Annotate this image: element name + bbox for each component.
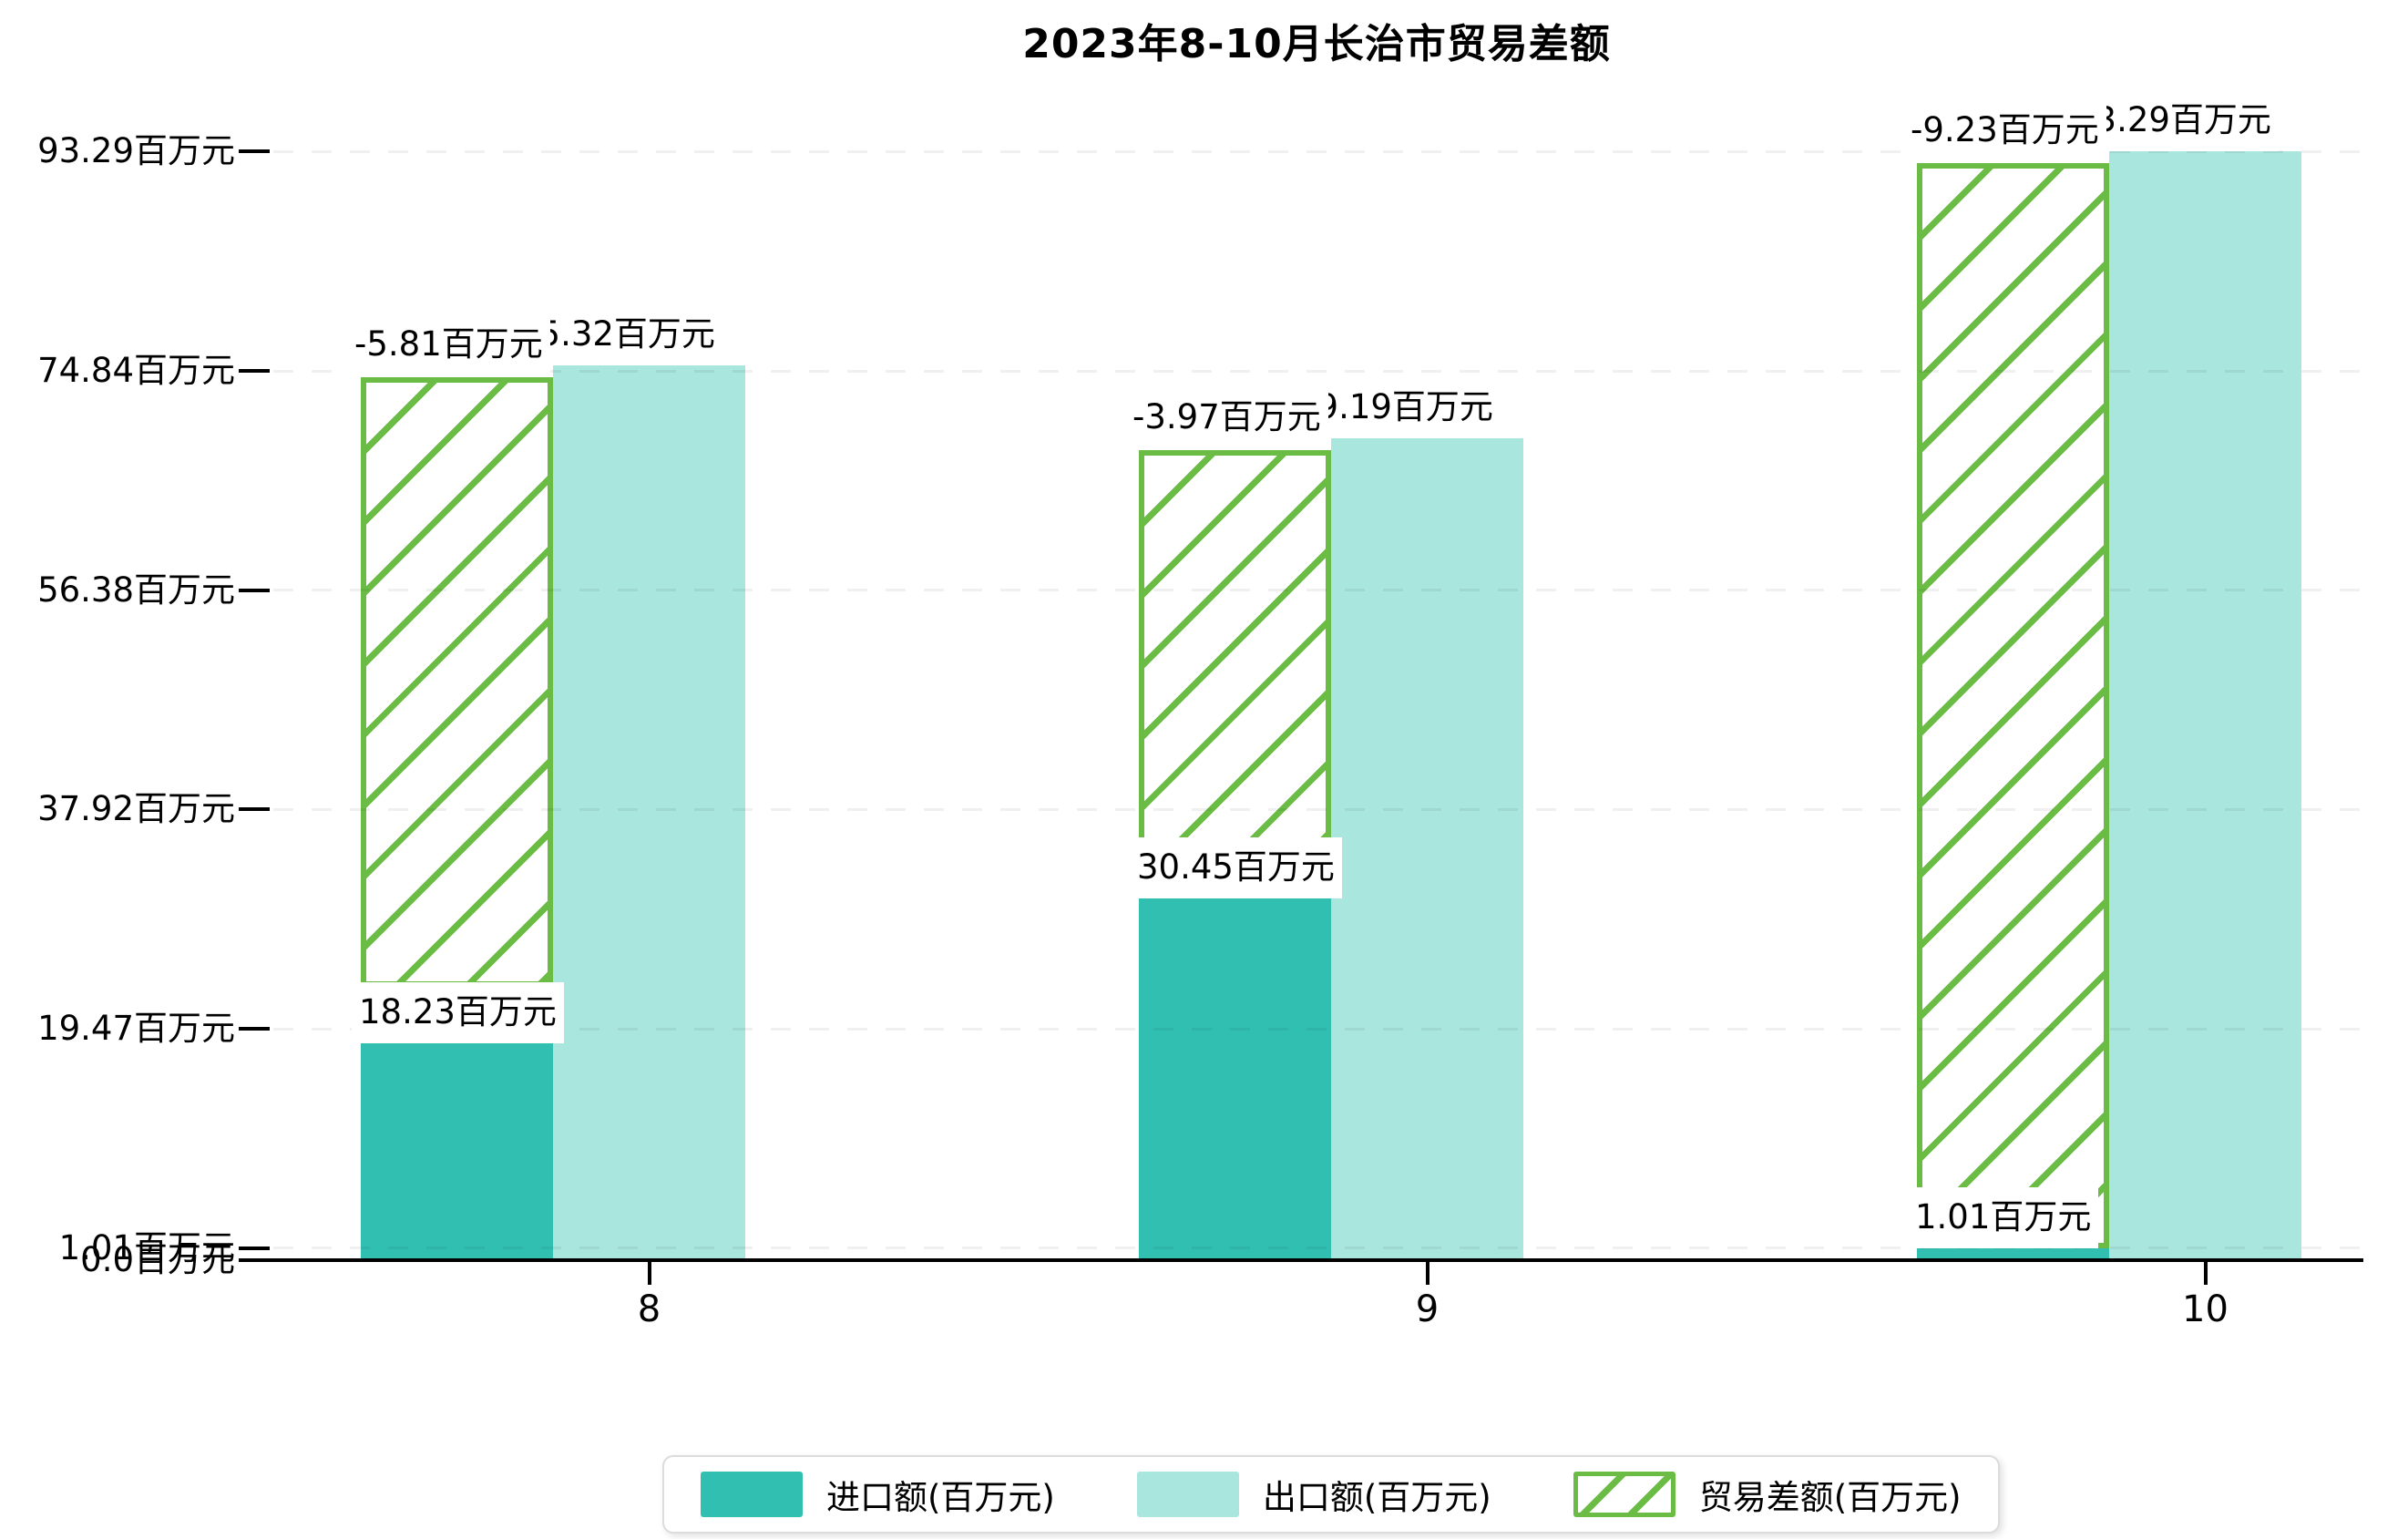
legend-label: 进口额(百万元)	[826, 1478, 1055, 1517]
legend-label: 贸易差额(百万元)	[1698, 1478, 1962, 1517]
y-axis-tick-label: 1.01百万元	[58, 1227, 235, 1267]
value-label-import: 30.45百万元	[1130, 836, 1342, 898]
bar-import	[1917, 1247, 2109, 1260]
bar-trade-diff	[1917, 163, 2109, 1248]
y-axis-tick-mark	[239, 1258, 270, 1262]
bar-trade-diff	[361, 377, 553, 988]
bar-trade-diff	[1139, 449, 1331, 864]
x-axis-tick-mark	[647, 1261, 651, 1285]
x-axis-line	[270, 1258, 2363, 1262]
chart-title: 2023年8-10月长治市贸易差额	[1022, 21, 1611, 67]
x-axis-tick-label: 10	[2182, 1288, 2229, 1330]
value-label-trade-diff: -5.81百万元	[347, 314, 550, 376]
legend-swatch-import-solid	[701, 1472, 803, 1517]
y-axis-tick-label: 19.47百万元	[37, 1009, 235, 1049]
legend-label: 出口额(百万元)	[1262, 1478, 1491, 1517]
bar-import	[1139, 898, 1331, 1260]
legend-swatch-trade-diff-hatch	[1573, 1472, 1675, 1517]
legend-swatch-export-solid	[1136, 1472, 1239, 1517]
y-axis-tick-mark	[239, 369, 270, 373]
legend-item: 进口额(百万元)	[701, 1470, 1055, 1519]
value-label-trade-diff: -9.23百万元	[1903, 100, 2106, 162]
y-axis-tick-label: 37.92百万元	[37, 789, 235, 829]
x-axis-tick-label: 9	[1415, 1288, 1440, 1330]
gridline	[273, 149, 2360, 153]
y-axis-tick-mark	[239, 1027, 270, 1031]
bar-export	[2109, 151, 2301, 1260]
y-axis-tick-mark	[239, 1246, 270, 1250]
gridline	[273, 369, 2360, 373]
gridline	[273, 807, 2360, 811]
value-label-import: 18.23百万元	[352, 982, 564, 1044]
gridline	[273, 1027, 2360, 1031]
bar-export	[1331, 437, 1523, 1260]
x-axis-tick-mark	[1425, 1261, 1429, 1285]
legend-item: 贸易差额(百万元)	[1573, 1470, 1962, 1519]
y-axis-tick-mark	[239, 149, 270, 154]
y-axis-tick-label: 0.0百万元	[80, 1240, 235, 1279]
legend: 进口额(百万元) 出口额(百万元) 贸易差额(百万元)	[662, 1455, 2000, 1534]
y-axis-tick-mark	[239, 588, 270, 592]
y-axis-tick-mark	[239, 807, 270, 812]
y-axis-tick-label: 56.38百万元	[37, 569, 235, 610]
y-axis-tick-label: 74.84百万元	[37, 351, 235, 390]
legend-item: 出口额(百万元)	[1136, 1470, 1491, 1519]
bar-import	[361, 1043, 553, 1260]
bar-export	[553, 364, 745, 1260]
value-label-import: 1.01百万元	[1908, 1186, 2099, 1248]
x-axis-tick-label: 8	[637, 1288, 661, 1330]
y-axis-tick-label: 93.29百万元	[37, 131, 235, 171]
x-axis-tick-mark	[2203, 1261, 2208, 1285]
gridline	[273, 1247, 2360, 1250]
gridline	[273, 589, 2360, 592]
value-label-trade-diff: -3.97百万元	[1125, 386, 1328, 448]
